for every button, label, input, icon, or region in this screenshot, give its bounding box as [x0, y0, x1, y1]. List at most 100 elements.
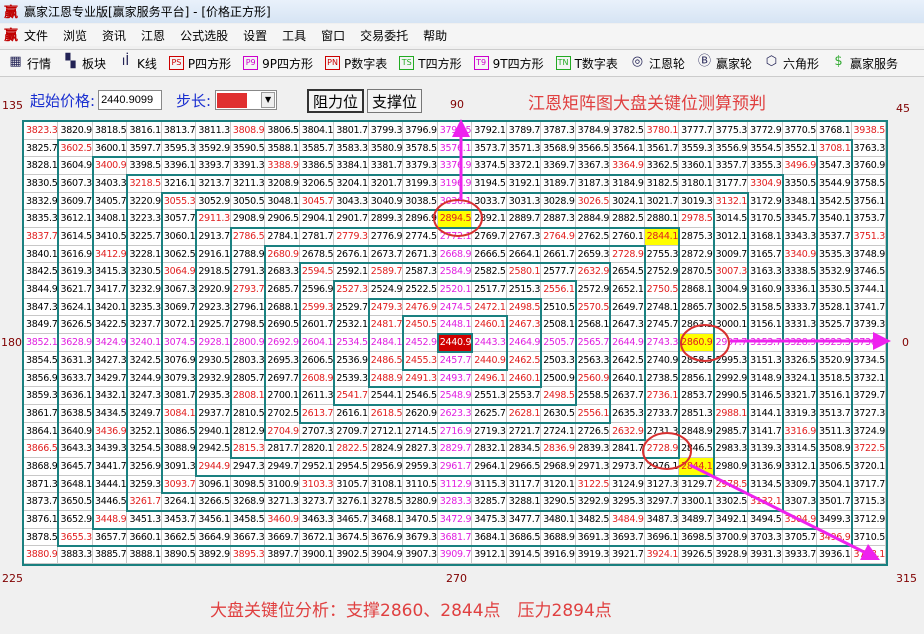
- grid-cell: 2479.30: [368, 298, 404, 317]
- gann-wheel-icon: ◎: [631, 54, 644, 69]
- menu-item[interactable]: 资讯: [102, 28, 127, 43]
- toolbar-label: P数字表: [344, 56, 388, 71]
- grid-cell: 3741.70: [851, 298, 886, 317]
- grid-cell: 3751.30: [851, 228, 886, 246]
- toolbar-button[interactable]: TS T四方形: [399, 55, 462, 72]
- dollar-icon: $: [834, 54, 843, 69]
- grid-cell: 3734.50: [851, 351, 886, 370]
- p9-icon: P9: [243, 56, 259, 70]
- toolbar-button[interactable]: ◎ 江恩轮: [630, 55, 685, 72]
- step-select[interactable]: ▼: [215, 90, 278, 110]
- menu-item[interactable]: 公式选股: [180, 28, 229, 43]
- toolbar-button[interactable]: Ⓑ 赢家轮: [697, 55, 752, 72]
- toolbar-button[interactable]: PN P数字表: [325, 55, 387, 72]
- support-button[interactable]: 支撑位: [367, 89, 423, 113]
- grid-cell: 2680.90: [265, 245, 300, 264]
- grid-cell: 3897.70: [265, 546, 300, 564]
- app-logo: 赢: [4, 4, 18, 21]
- resistance-button[interactable]: 阻力位: [307, 89, 365, 113]
- start-price-group: 起始价格:: [30, 88, 163, 112]
- grid-cell: 3904.90: [368, 546, 404, 564]
- grid-cell: 3756.10: [851, 192, 886, 211]
- menu-item[interactable]: 工具: [282, 28, 307, 43]
- gann-price-square: 3823.303820.903818.503816.103813.703811.…: [22, 120, 888, 566]
- grid-cell: 3933.70: [782, 546, 818, 564]
- toolbar-button[interactable]: T9 9T四方形: [473, 55, 544, 72]
- step-color-swatch: [217, 92, 248, 108]
- menu-item[interactable]: 文件: [24, 28, 49, 43]
- grid-cell: 3912.10: [472, 546, 507, 564]
- step-group: 步长: ▼: [176, 88, 278, 112]
- toolbar-label: P四方形: [187, 56, 232, 71]
- angle-180: 180: [1, 336, 22, 349]
- grid-cell: 3720.10: [851, 457, 886, 476]
- title-bar: 赢 赢家江恩专业版[赢家服务平台] - [价格正方形]: [0, 0, 924, 23]
- grid-cell: 2527.30: [334, 281, 369, 299]
- grid-cell: 3729.70: [851, 387, 886, 405]
- chart-heading: 江恩矩阵图大盘关键位测算预判: [528, 94, 766, 114]
- grid-cell: 3919.30: [575, 546, 611, 564]
- grid-cell: 3218.50: [127, 175, 162, 193]
- grid-cell: 3823.30: [24, 122, 59, 140]
- grid-cell: 3895.30: [230, 546, 266, 564]
- grid-cell: 3739.30: [851, 316, 886, 335]
- ts-icon: TS: [399, 56, 415, 70]
- grid-cell: 3936.10: [817, 546, 852, 564]
- pn-icon: PN: [325, 56, 341, 70]
- toolbar-button[interactable]: ıİ K线: [118, 55, 157, 72]
- grid-cell: 3924.10: [644, 546, 680, 564]
- menu-item[interactable]: 浏览: [63, 28, 88, 43]
- hexagon-icon: ⬡: [765, 54, 778, 69]
- grid-cell: 3909.70: [437, 546, 473, 564]
- grid-cell: 3907.30: [403, 546, 438, 564]
- toolbar-label: 9P四方形: [262, 56, 314, 71]
- grid-cell: 2786.50: [230, 228, 266, 246]
- t9-icon: T9: [473, 56, 489, 70]
- toolbar-label: 赢家服务: [849, 56, 898, 71]
- grid-cell: 3732.10: [851, 369, 886, 388]
- toolbar-label: T数字表: [574, 56, 618, 71]
- grid-cell: 3900.10: [299, 546, 335, 564]
- grid-cell: 3763.30: [851, 139, 886, 158]
- menu-item[interactable]: 帮助: [423, 28, 448, 43]
- toolbar-button[interactable]: P9 9P四方形: [243, 55, 313, 72]
- grid-cell: 3055.30: [161, 192, 197, 211]
- toolbar-label: T四方形: [418, 56, 462, 71]
- toolbar-button[interactable]: TN T数字表: [555, 55, 618, 72]
- angle-315: 315: [896, 572, 917, 585]
- grid-cell: 3400.90: [92, 157, 128, 176]
- grid-cell: 3885.70: [92, 546, 128, 564]
- menu-item[interactable]: 交易委托: [360, 28, 409, 43]
- toolbar-button[interactable]: ⬡ 六角形: [764, 55, 819, 72]
- angle-225: 225: [2, 572, 23, 585]
- menu-item[interactable]: 窗口: [321, 28, 346, 43]
- toolbar: ▦ 行情 ▚ 板块 ıİ K线 PS P四方形 P9 9P四方形 PN P数字表 TS T四方形 T9 9T四…: [0, 49, 924, 77]
- angle-270: 270: [446, 572, 467, 585]
- step-label: 步长:: [176, 91, 212, 110]
- menu-item[interactable]: 江恩: [141, 28, 166, 43]
- toolbar-label: 板块: [82, 56, 107, 71]
- blocks-icon: ▚: [65, 54, 76, 69]
- toolbar-button[interactable]: ▦ 行情: [8, 55, 51, 72]
- grid-cell: 3883.30: [58, 546, 93, 564]
- highlight-circle-support-1: [680, 324, 730, 362]
- toolbar-label: 江恩轮: [648, 56, 685, 71]
- grid-cell: 3715.30: [851, 493, 886, 511]
- toolbar-button[interactable]: ▚ 板块: [63, 54, 107, 72]
- chevron-down-icon[interactable]: ▼: [261, 92, 276, 108]
- toolbar-button[interactable]: PS P四方形: [168, 55, 232, 72]
- toolbar-label: 赢家轮: [715, 56, 752, 71]
- grid-cell: 3892.90: [196, 546, 231, 564]
- grid-cell: 3717.70: [851, 475, 886, 494]
- grid-cell: 3902.50: [334, 546, 369, 564]
- grid-cell: 3914.50: [506, 546, 542, 564]
- ps-icon: PS: [168, 56, 184, 70]
- menu-item[interactable]: 设置: [243, 28, 268, 43]
- start-price-input[interactable]: [98, 90, 163, 110]
- toolbar-button[interactable]: $ 赢家服务: [831, 55, 898, 72]
- grid-cell: 3602.50: [58, 139, 93, 158]
- toolbar-label: 9T四方形: [492, 56, 544, 71]
- highlight-circle-support-2: [642, 432, 692, 470]
- grid-cell: 3758.50: [851, 175, 886, 193]
